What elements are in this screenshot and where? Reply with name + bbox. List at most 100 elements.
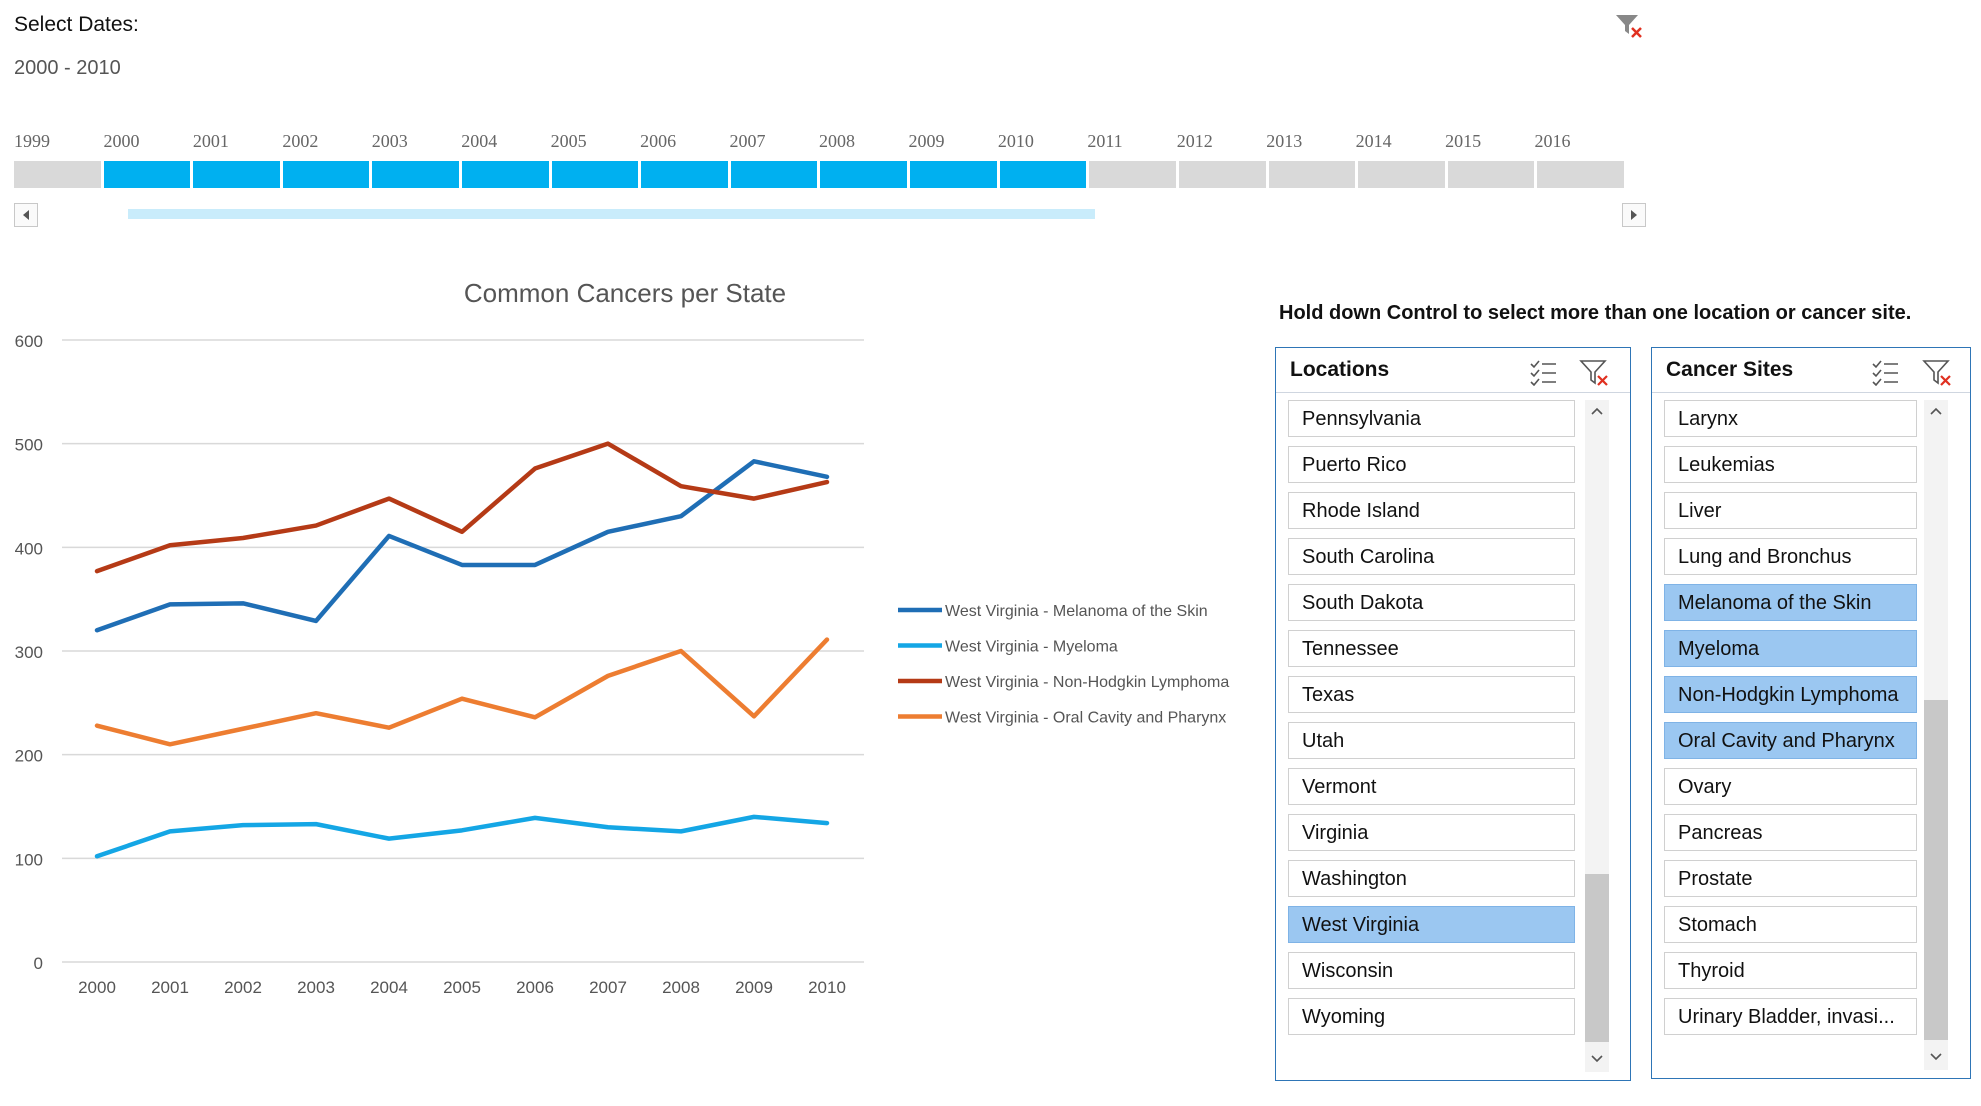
timeline-year-labels: 1999 2000 2001 2002 2003 2004 2005 2006 2007 2008… — [14, 131, 1624, 155]
slicer-item[interactable]: Melanoma of the Skin — [1664, 584, 1917, 621]
locations-slicer: Locations Pennsylvania Puerto Rico Rhode I… — [1275, 347, 1631, 1081]
timeline-period-1999[interactable] — [14, 161, 101, 188]
slicer-item[interactable]: Rhode Island — [1288, 492, 1575, 529]
scroll-down-button[interactable] — [1585, 1048, 1609, 1070]
legend-label: West Virginia - Melanoma of the Skin — [945, 603, 1208, 620]
series-line — [94, 637, 830, 747]
timeline-year-label: 2016 — [1534, 131, 1571, 151]
chevron-up-icon — [1930, 407, 1942, 415]
slicer-item[interactable]: Pennsylvania — [1288, 400, 1575, 437]
chevron-down-icon — [1591, 1055, 1603, 1063]
timeline-period-2000[interactable] — [103, 161, 191, 188]
timeline-scroll-left-button[interactable] — [14, 203, 38, 227]
slicer-item[interactable]: Virginia — [1288, 814, 1575, 851]
timeline-period-2013[interactable] — [1268, 161, 1356, 188]
slicer-item[interactable]: Oral Cavity and Pharynx — [1664, 722, 1917, 759]
slicer-item[interactable]: Myeloma — [1664, 630, 1917, 667]
timeline-period-2014[interactable] — [1358, 161, 1445, 188]
x-tick-label: 2004 — [370, 978, 408, 997]
timeline-period-2002[interactable] — [282, 161, 370, 188]
instruction-text: Hold down Control to select more than on… — [1279, 302, 1912, 324]
slicer-item[interactable]: Pancreas — [1664, 814, 1917, 851]
x-tick-label: 2009 — [735, 978, 773, 997]
slicer-scrollbar[interactable] — [1924, 400, 1948, 1070]
slicer-item[interactable]: Puerto Rico — [1288, 446, 1575, 483]
timeline-period-2015[interactable] — [1447, 161, 1535, 188]
scrollbar-thumb[interactable] — [1924, 700, 1948, 1040]
timeline-year-label: 2002 — [282, 131, 319, 151]
timeline-range-label: 2000 - 2010 — [14, 57, 121, 79]
scroll-up-button[interactable] — [1585, 400, 1609, 422]
slicer-item[interactable]: South Dakota — [1288, 584, 1575, 621]
timeline-period-2005[interactable] — [551, 161, 639, 188]
scroll-up-button[interactable] — [1924, 400, 1948, 422]
timeline-year-label: 1999 — [14, 131, 50, 151]
timeline-period-2011[interactable] — [1089, 161, 1176, 188]
timeline-year-label: 2001 — [192, 131, 229, 151]
slicer-item[interactable]: Liver — [1664, 492, 1917, 529]
timeline-year-label: 2004 — [461, 131, 498, 151]
timeline-bar[interactable] — [14, 161, 1624, 188]
clear-filter-icon[interactable] — [1922, 358, 1952, 388]
slicer-item[interactable]: Texas — [1288, 676, 1575, 713]
slicer-item[interactable]: Thyroid — [1664, 952, 1917, 989]
slicer-item[interactable]: Lung and Bronchus — [1664, 538, 1917, 575]
timeline-period-2010[interactable] — [999, 161, 1087, 188]
timeline-year-label: 2010 — [997, 131, 1034, 151]
timeline-scrollbar-thumb[interactable] — [128, 209, 1095, 219]
chart-title: Common Cancers per State — [463, 278, 787, 308]
slicer-title: Locations — [1290, 358, 1390, 381]
timeline-year-label: 2015 — [1445, 131, 1482, 151]
timeline-year-label: 2008 — [819, 131, 855, 151]
y-tick-label: 100 — [15, 850, 43, 869]
slicer-item[interactable]: Utah — [1288, 722, 1575, 759]
x-tick-label: 2007 — [589, 978, 627, 997]
series-line — [94, 814, 830, 859]
slicer-item[interactable]: Washington — [1288, 860, 1575, 897]
legend-label: West Virginia - Non-Hodgkin Lymphoma — [945, 674, 1229, 691]
scroll-down-button[interactable] — [1924, 1046, 1948, 1068]
timeline-period-2001[interactable] — [193, 161, 280, 188]
slicer-item[interactable]: Leukemias — [1664, 446, 1917, 483]
timeline-period-2008[interactable] — [820, 161, 908, 188]
timeline-period-2016[interactable] — [1537, 161, 1624, 188]
slicer-item[interactable]: Wisconsin — [1288, 952, 1575, 989]
x-tick-label: 2001 — [151, 978, 189, 997]
timeline-year-label: 2006 — [640, 131, 677, 151]
slicer-title: Cancer Sites — [1666, 358, 1794, 381]
clear-filter-icon[interactable] — [1614, 12, 1644, 40]
multi-select-icon[interactable] — [1870, 358, 1900, 386]
slicer-item[interactable]: Non-Hodgkin Lymphoma — [1664, 676, 1917, 713]
timeline-scroll-right-button[interactable] — [1622, 203, 1646, 227]
timeline-period-2012[interactable] — [1178, 161, 1266, 188]
slicer-item[interactable]: Vermont — [1288, 768, 1575, 805]
slicer-item[interactable]: West Virginia — [1288, 906, 1575, 943]
x-tick-label: 2010 — [808, 978, 846, 997]
slicer-scrollbar[interactable] — [1585, 400, 1609, 1072]
timeline-year-label: 2007 — [729, 131, 766, 151]
legend-label: West Virginia - Oral Cavity and Pharynx — [945, 710, 1226, 727]
slicer-item[interactable]: Wyoming — [1288, 998, 1575, 1035]
timeline-period-2006[interactable] — [641, 161, 728, 188]
multi-select-icon[interactable] — [1528, 358, 1558, 386]
slicer-item[interactable]: Ovary — [1664, 768, 1917, 805]
scrollbar-thumb[interactable] — [1585, 874, 1609, 1042]
y-tick-label: 300 — [15, 643, 43, 662]
chevron-up-icon — [1591, 407, 1603, 415]
line-chart: 0 100 200 300 400 500 600 2000 2001 2002 2003 2004 2… — [15, 332, 1230, 997]
timeline-period-2007[interactable] — [730, 161, 818, 188]
slicer-item[interactable]: Larynx — [1664, 400, 1917, 437]
slicer-item[interactable]: Stomach — [1664, 906, 1917, 943]
slicer-item[interactable]: South Carolina — [1288, 538, 1575, 575]
slicer-item[interactable]: Tennessee — [1288, 630, 1575, 667]
cancer-sites-slicer: Cancer Sites Larynx Leukemias Liver Lung an… — [1651, 347, 1971, 1079]
x-tick-label: 2003 — [297, 978, 335, 997]
clear-filter-icon[interactable] — [1579, 358, 1609, 388]
timeline-period-2003[interactable] — [372, 161, 460, 188]
slicer-item[interactable]: Urinary Bladder, invasi... — [1664, 998, 1917, 1035]
timeline-period-2009[interactable] — [910, 161, 997, 188]
timeline-period-2004[interactable] — [462, 161, 549, 188]
x-tick-label: 2000 — [78, 978, 116, 997]
timeline-year-label: 2014 — [1355, 131, 1392, 151]
slicer-item[interactable]: Prostate — [1664, 860, 1917, 897]
